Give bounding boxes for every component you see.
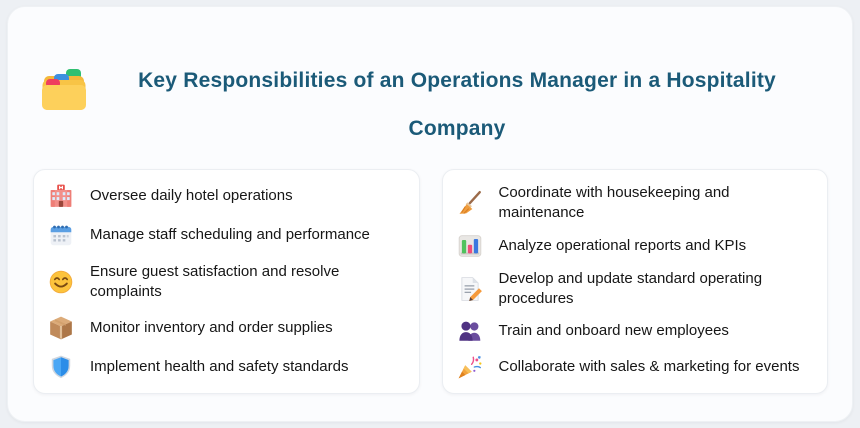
list-item: Oversee daily hotel operations [48, 183, 405, 209]
responsibilities-card-left: Oversee daily hotel operations [33, 169, 420, 394]
list-item: Train and onboard new employees [457, 318, 814, 344]
list-item-label: Coordinate with housekeeping and mainten… [498, 184, 730, 221]
list-item-label: Develop and update standard operating pr… [498, 269, 763, 307]
list-item: Analyze operational reports and KPIs [457, 233, 814, 259]
busts-icon [458, 321, 480, 341]
bar-chart-icon [458, 235, 481, 257]
list-item: Collaborate with sales & marketing for e… [457, 354, 814, 380]
party-popper-icon [458, 355, 481, 379]
list-item: Implement health and safety standards [48, 354, 405, 380]
list-item: Monitor inventory and order supplies [48, 315, 405, 341]
smiling-face-icon [49, 270, 73, 293]
list-item-label: Train and onboard new employees [498, 322, 729, 340]
list-item: Manage staff scheduling and performance [48, 222, 405, 248]
list-item-label: Collaborate with sales & marketing for e… [498, 358, 800, 375]
main-panel: Key Responsibilities of an Operations Ma… [7, 6, 853, 422]
hotel-icon [50, 184, 72, 207]
responsibilities-card-right: Coordinate with housekeeping and mainten… [441, 169, 828, 394]
broom-icon [458, 190, 481, 214]
package-icon [50, 316, 72, 340]
responsibility-columns: Oversee daily hotel operations [8, 153, 852, 394]
memo-icon [460, 276, 482, 301]
list-item-label: Oversee daily hotel operations [90, 187, 293, 204]
list-item-label: Implement health and safety standards [90, 358, 349, 375]
page-title: Key Responsibilities of an Operations Ma… [138, 69, 776, 140]
list-item-label: Manage staff scheduling and performance [90, 226, 370, 244]
spiral-calendar-icon [50, 225, 72, 246]
card-index-dividers-icon [42, 69, 86, 110]
list-item: Develop and update standard operating pr… [457, 269, 814, 309]
list-item-label: Analyze operational reports and KPIs [498, 236, 747, 254]
list-item-label: Monitor inventory and order supplies [90, 318, 333, 336]
list-item: Coordinate with housekeeping and mainten… [457, 183, 814, 223]
list-item: Ensure guest satisfaction and resolve co… [48, 262, 405, 302]
shield-icon [51, 355, 71, 379]
page-header: Key Responsibilities of an Operations Ma… [8, 7, 852, 153]
list-item-label: Ensure guest satisfaction and resolve co… [90, 262, 340, 300]
